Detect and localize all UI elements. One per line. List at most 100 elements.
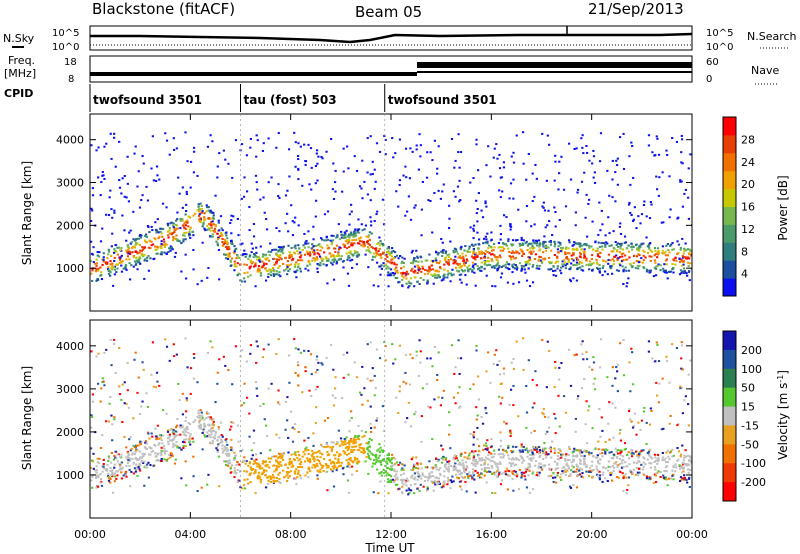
velocity-echo <box>479 476 482 479</box>
velocity-echo <box>616 455 619 458</box>
power-echo <box>258 257 261 260</box>
power-echo <box>426 282 429 285</box>
power-echo <box>680 258 683 261</box>
velocity-echo <box>680 471 684 474</box>
velocity-echo <box>571 464 574 467</box>
velocity-echo <box>681 477 684 480</box>
power-echo <box>119 258 122 261</box>
power-echo <box>361 159 364 162</box>
power-echo <box>151 135 154 138</box>
velocity-echo <box>618 432 621 435</box>
power-echo <box>325 150 328 153</box>
power-echo <box>689 254 692 257</box>
velocity-echo <box>265 476 269 479</box>
power-echo <box>305 239 308 242</box>
power-echo <box>402 174 405 177</box>
velocity-echo <box>119 464 122 467</box>
power-echo <box>534 242 537 245</box>
velocity-echo <box>637 456 641 459</box>
power-echo <box>619 232 623 235</box>
velocity-echo <box>184 444 187 447</box>
velocity-echo <box>533 453 536 456</box>
velocity-echo <box>688 485 691 488</box>
power-echo <box>221 234 224 237</box>
velocity-echo <box>168 453 171 456</box>
velocity-echo <box>575 455 579 458</box>
velocity-echo <box>598 462 601 465</box>
velocity-echo <box>90 350 93 353</box>
velocity-echo <box>462 466 465 469</box>
velocity-echo <box>668 458 671 461</box>
velocity-echo <box>504 473 507 476</box>
power-echo <box>235 257 238 260</box>
velocity-echo <box>318 462 322 465</box>
power-echo <box>390 250 393 253</box>
power-echo <box>679 248 682 251</box>
velocity-echo <box>448 433 451 436</box>
power-echo <box>374 249 378 252</box>
velocity-echo <box>332 485 336 488</box>
velocity-echo <box>405 484 408 487</box>
power-echo <box>680 264 684 267</box>
power-echo <box>337 252 340 255</box>
power-echo <box>332 162 335 165</box>
power-echo <box>182 240 185 243</box>
power-echo <box>498 264 501 267</box>
power-echo <box>401 278 404 281</box>
velocity-echo <box>312 451 315 454</box>
power-echo <box>421 267 425 270</box>
power-echo <box>416 280 419 283</box>
velocity-echo <box>417 475 420 478</box>
power-echo <box>461 270 465 273</box>
velocity-echo <box>549 450 553 453</box>
power-echo <box>601 245 604 248</box>
velocity-echo <box>277 462 280 465</box>
velocity-echo <box>485 370 488 373</box>
power-echo <box>134 263 137 266</box>
velocity-echo <box>480 459 483 462</box>
power-echo <box>683 255 686 258</box>
velocity-echo <box>417 467 420 470</box>
power-echo <box>441 241 444 244</box>
power-echo <box>204 229 207 232</box>
velocity-echo <box>384 359 387 362</box>
power-echo <box>510 155 513 158</box>
power-echo <box>496 263 499 266</box>
velocity-echo <box>367 472 370 475</box>
velocity-echo <box>243 487 247 490</box>
velocity-echo <box>229 428 232 431</box>
velocity-echo <box>537 466 540 469</box>
velocity-echo <box>537 465 540 468</box>
power-echo <box>368 250 371 253</box>
velocity-echo <box>229 449 233 452</box>
power-echo <box>269 242 272 245</box>
power-echo <box>94 262 97 265</box>
velocity-echo <box>261 462 264 465</box>
power-echo <box>643 200 646 203</box>
power-echo <box>529 259 532 262</box>
power-echo <box>148 239 151 242</box>
velocity-echo <box>514 470 517 473</box>
power-echo <box>235 247 238 250</box>
velocity-echo <box>151 450 155 453</box>
velocity-echo <box>310 394 313 397</box>
power-echo <box>294 271 297 274</box>
power-echo <box>413 265 417 268</box>
power-echo <box>442 277 445 280</box>
power-echo <box>434 276 437 279</box>
velocity-echo <box>496 474 499 477</box>
velocity-echo <box>360 393 363 396</box>
velocity-echo <box>332 368 335 371</box>
power-echo <box>515 265 518 268</box>
power-echo <box>544 257 547 260</box>
velocity-echo <box>477 398 481 401</box>
velocity-echo <box>533 429 536 432</box>
velocity-echo <box>672 478 675 481</box>
power-echo <box>115 263 118 266</box>
power-echo <box>417 269 421 272</box>
velocity-echo <box>510 450 513 453</box>
power-echo <box>196 209 199 212</box>
velocity-echo <box>176 418 179 421</box>
velocity-echo <box>553 385 556 388</box>
velocity-echo <box>597 448 600 451</box>
